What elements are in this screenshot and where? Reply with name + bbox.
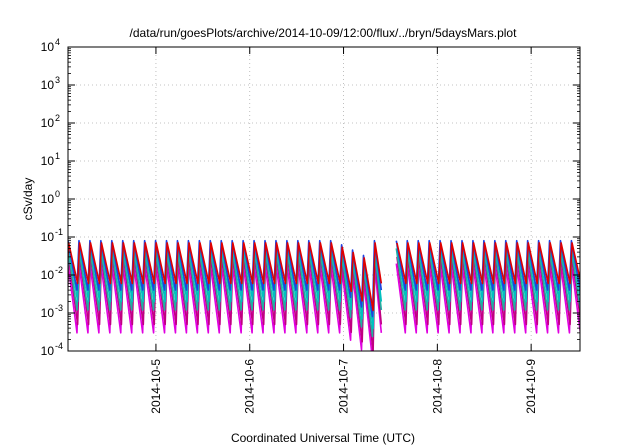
series-line	[68, 242, 383, 312]
y-tick-label: 102	[41, 113, 60, 130]
y-axis: 10-4 10-3 10-2 10-1 100 101 102 103 104	[41, 37, 580, 358]
y-tick-label: 10-4	[41, 341, 63, 358]
x-tick-label: 2014-10-5	[149, 359, 163, 414]
x-axis-label: Coordinated Universal Time (UTC)	[231, 431, 415, 445]
y-tick-label: 10-3	[41, 303, 63, 320]
y-axis-label: cSv/day	[21, 178, 35, 221]
y-tick-label: 100	[41, 189, 60, 206]
series-layer	[68, 239, 580, 351]
x-tick-label: 2014-10-6	[243, 359, 257, 414]
y-tick-label: 101	[41, 151, 60, 168]
y-tick-label: 103	[41, 75, 60, 92]
y-tick-label: 10-2	[41, 265, 63, 282]
x-tick-label: 2014-10-9	[524, 359, 538, 414]
x-axis: 2014-10-5 2014-10-6 2014-10-7 2014-10-8 2014…	[149, 47, 538, 414]
chart-title: /data/run/goesPlots/archive/2014-10-09/1…	[130, 26, 518, 40]
y-tick-label: 104	[41, 37, 60, 54]
y-tick-label: 10-1	[41, 227, 63, 244]
x-tick-label: 2014-10-7	[337, 359, 351, 414]
series-line	[396, 242, 580, 285]
x-tick-label: 2014-10-8	[430, 359, 444, 414]
